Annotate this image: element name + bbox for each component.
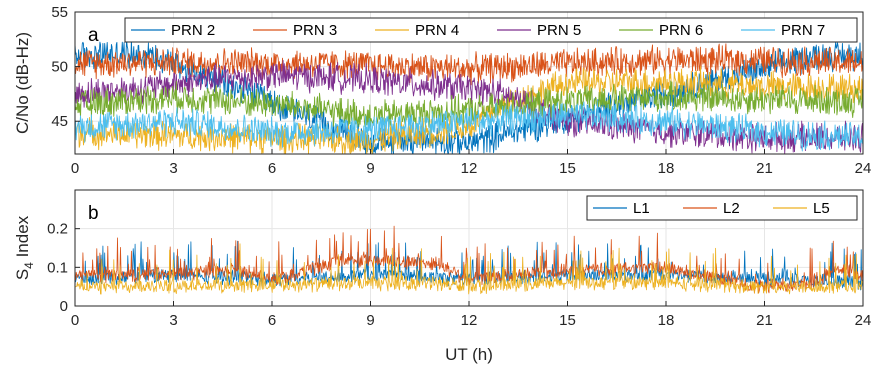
panel-b-legend: L1 L2 L5 [586, 195, 858, 221]
y-tick-label: 0 [60, 298, 68, 315]
x-tick-label: 24 [855, 312, 872, 329]
legend-label: PRN 5 [537, 22, 581, 39]
y-tick-label: 55 [51, 4, 68, 21]
y-tick-label: 0.2 [47, 221, 68, 238]
x-tick-label: 0 [71, 312, 79, 329]
panel-b-xlabel: UT (h) [445, 345, 493, 364]
x-tick-label: 9 [366, 160, 374, 177]
series-line-prn-7 [75, 101, 863, 152]
x-tick-label: 12 [461, 160, 478, 177]
legend-label: PRN 3 [293, 22, 337, 39]
x-tick-label: 21 [756, 160, 773, 177]
legend-label: PRN 6 [659, 22, 703, 39]
series-line-l5 [75, 243, 863, 295]
x-tick-label: 12 [461, 312, 478, 329]
x-tick-label: 18 [658, 312, 675, 329]
legend-label: L1 [633, 200, 650, 217]
x-tick-label: 0 [71, 160, 79, 177]
x-tick-label: 9 [366, 312, 374, 329]
panel-b-ticks: 0 3 6 9 12 15 18 21 24 0 0.1 0.2 [47, 221, 871, 329]
panel-b-series-layer [75, 225, 863, 295]
series-line-prn-4 [75, 66, 863, 154]
legend-label: PRN 4 [415, 22, 459, 39]
y-tick-label: 50 [51, 59, 68, 76]
panel-a-legend: PRN 2 PRN 3 PRN 4 PRN 5 PRN 6 PRN 7 [124, 17, 858, 43]
panel-a-letter: a [88, 25, 99, 46]
legend-label: PRN 7 [781, 22, 825, 39]
legend-box [124, 17, 858, 43]
series-line-l1 [75, 240, 863, 291]
x-tick-label: 18 [658, 160, 675, 177]
panel-b-ylabel-sub: 4 [22, 262, 36, 269]
x-tick-label: 15 [559, 312, 576, 329]
x-tick-label: 6 [268, 160, 276, 177]
x-tick-label: 21 [756, 312, 773, 329]
panel-a-ticks: 0 3 6 9 12 15 18 21 24 45 50 55 [51, 4, 871, 177]
panel-b-ylabel-rest: Index [13, 215, 32, 262]
legend-box [586, 195, 858, 221]
series-line-prn-3 [75, 43, 863, 86]
legend-label: PRN 2 [171, 22, 215, 39]
legend-label: L5 [813, 200, 830, 217]
panel-b-letter: b [88, 203, 99, 224]
panel-a-ylabel: C/No (dB-Hz) [13, 32, 32, 134]
series-line-l2 [75, 225, 863, 294]
x-tick-label: 15 [559, 160, 576, 177]
y-tick-label: 0.1 [47, 259, 68, 276]
x-tick-label: 24 [855, 160, 872, 177]
legend-label: L2 [723, 200, 740, 217]
y-tick-label: 45 [51, 113, 68, 130]
panel-b-ylabel: S4 Index [13, 215, 36, 280]
panel-a-series-layer [75, 39, 863, 154]
x-tick-label: 6 [268, 312, 276, 329]
x-tick-label: 3 [169, 160, 177, 177]
x-tick-label: 3 [169, 312, 177, 329]
series-line-prn-6 [75, 80, 863, 130]
panel-b-ylabel-main: S [13, 269, 32, 280]
panel-a: 0 3 6 9 12 15 18 21 24 45 50 55 a C/No (dB-Hz) PRN … [13, 4, 871, 177]
